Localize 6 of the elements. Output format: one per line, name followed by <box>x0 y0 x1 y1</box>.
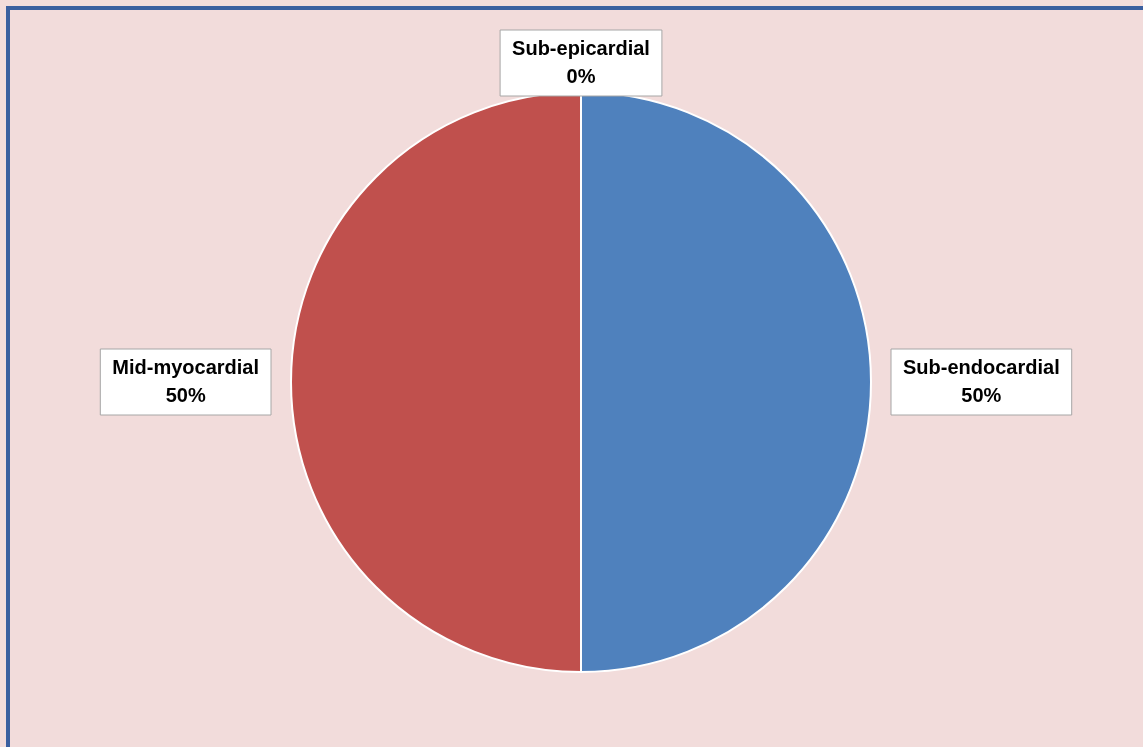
category-label: Sub-epicardial <box>512 36 650 59</box>
text: 0% <box>566 64 596 87</box>
slice-label: Mid-myocardial <box>112 355 259 378</box>
slice-label: Sub-endocardial <box>902 355 1060 378</box>
data-label: 50% <box>165 383 206 406</box>
data-label: 50% <box>961 383 1002 406</box>
